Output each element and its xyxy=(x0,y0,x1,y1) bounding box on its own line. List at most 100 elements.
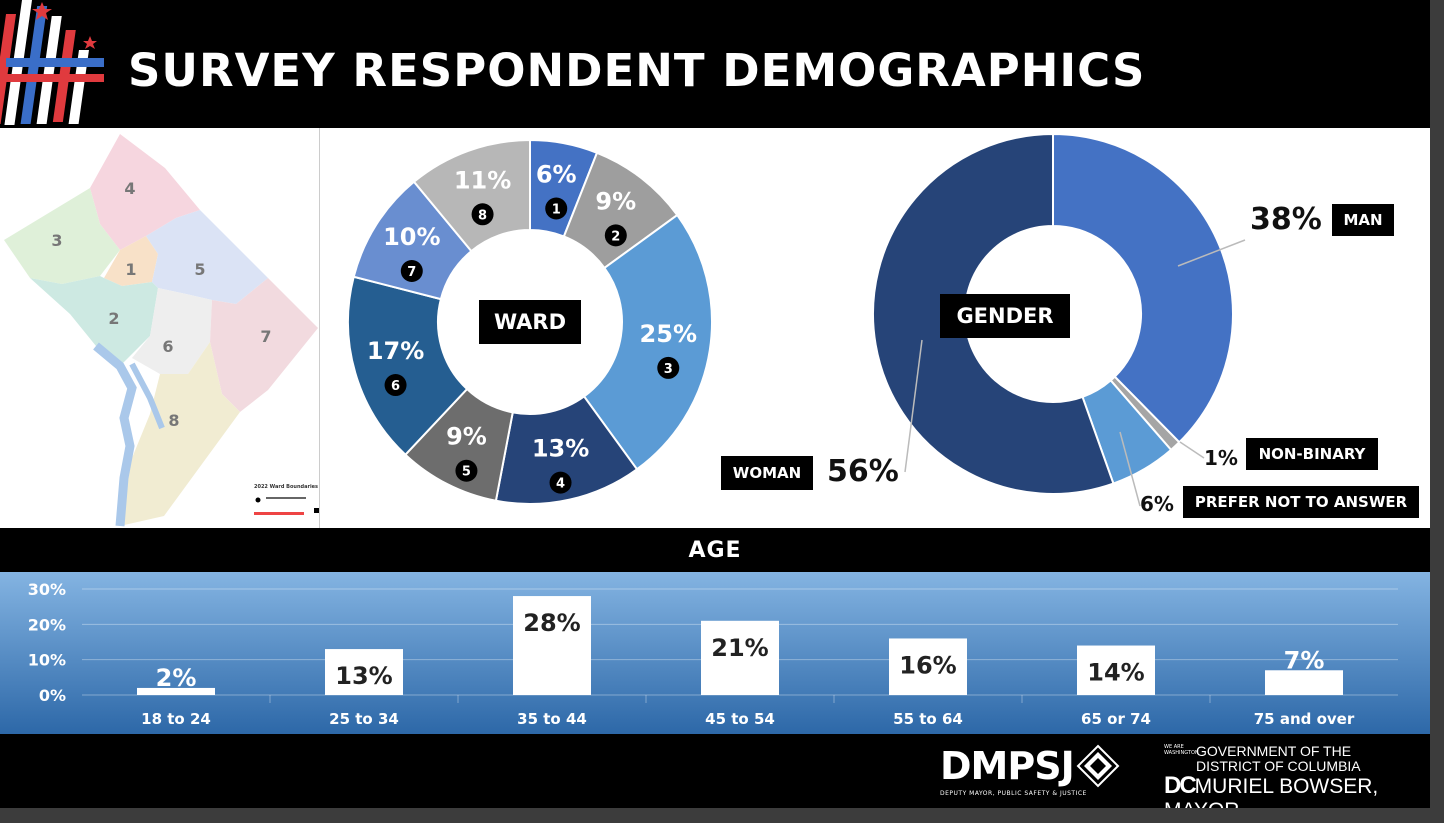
river-branch-icon xyxy=(129,362,165,430)
ward-slice-percent: 13% xyxy=(532,435,589,463)
ward-map-label-7: 7 xyxy=(260,327,271,346)
gov-line-1: GOVERNMENT OF THE xyxy=(1196,743,1352,759)
age-bar-value: 28% xyxy=(523,609,580,637)
age-category-label: 25 to 34 xyxy=(329,710,399,728)
woman-label: WOMAN xyxy=(721,456,813,490)
charts-area: 6% 1 9% 2 25% 3 13% 4 9% 5 17% 6 10% 7 11% 8 WARD GENDE… xyxy=(320,128,1430,528)
dmpsj-logo: DMPSJ DEPUTY MAYOR, PUBLIC SAFETY & JUST… xyxy=(940,744,1120,797)
woman-percent: 56% xyxy=(827,454,899,489)
ward-map-graphic: 4 3 1 5 2 6 7 8 2022 Ward Boundaries xyxy=(4,134,319,527)
ward-slice-8 xyxy=(412,138,531,253)
age-ytick-label: 0% xyxy=(39,686,66,705)
age-category-label: 75 and over xyxy=(1254,710,1355,728)
leader-line xyxy=(904,339,923,473)
gov-line-2: DISTRICT OF COLUMBIA xyxy=(1196,758,1361,774)
gender-slice-woman xyxy=(872,132,1115,495)
age-ytick-label: 10% xyxy=(28,651,66,670)
footer xyxy=(0,734,1430,808)
page-title: SURVEY RESPONDENT DEMOGRAPHICS xyxy=(128,44,1146,97)
age-category-label: 35 to 44 xyxy=(517,710,587,728)
ward-region-8 xyxy=(120,342,240,526)
age-bar-value: 21% xyxy=(711,634,768,662)
age-bar-value: 16% xyxy=(899,651,956,679)
age-category-label: 18 to 24 xyxy=(141,710,211,728)
ward-map: 4 3 1 5 2 6 7 8 2022 Ward Boundaries xyxy=(0,128,320,528)
gender-donut-chart xyxy=(872,132,1246,507)
ward-slice-number: 3 xyxy=(664,362,673,377)
ward-map-label-1: 1 xyxy=(125,260,136,279)
leader-line xyxy=(1119,431,1141,507)
dmpsj-wordmark: DMPSJ xyxy=(940,744,1075,788)
mayor-name: MURIEL BOWSER, MAYOR xyxy=(1164,775,1379,808)
ward-slice-number: 7 xyxy=(407,265,416,280)
ward-slice-number: 2 xyxy=(611,229,620,244)
ward-slice-percent: 11% xyxy=(454,166,511,194)
ward-slice-percent: 6% xyxy=(536,160,577,188)
ward-donut-chart: 6% 1 9% 2 25% 3 13% 4 9% 5 17% 6 10% 7 11% 8 xyxy=(347,138,713,505)
ward-slice-percent: 9% xyxy=(595,187,636,215)
leader-line xyxy=(1179,441,1205,459)
ward-number-badge-icon xyxy=(455,459,478,482)
ward-map-label-6: 6 xyxy=(162,337,173,356)
ward-map-label-4: 4 xyxy=(124,179,135,198)
ward-slice-percent: 10% xyxy=(383,223,440,251)
age-bar-chart: 0% 10% 20% 30% 2% 18 to 24 13% 25 to 34 28% 35 to… xyxy=(28,580,1398,728)
gov-line-3: DCMURIEL BOWSER, MAYOR xyxy=(1164,772,1430,809)
age-bar xyxy=(325,649,403,695)
ward-region-5 xyxy=(146,210,268,304)
ward-slice-number: 4 xyxy=(556,477,565,492)
river-icon xyxy=(93,342,137,527)
age-bar-chart-panel: 0% 10% 20% 30% 2% 18 to 24 13% 25 to 34 28% 35 to… xyxy=(0,572,1430,734)
ward-map-label-2: 2 xyxy=(108,309,119,328)
nonbinary-label: NON-BINARY xyxy=(1246,438,1378,470)
prefer-not-label: PREFER NOT TO ANSWER xyxy=(1183,486,1419,518)
age-section-title: AGE xyxy=(0,528,1430,572)
age-bar xyxy=(701,620,779,695)
ward-slice-number: 6 xyxy=(391,379,400,394)
north-arrow-icon xyxy=(255,497,261,503)
age-bar-value: 7% xyxy=(1284,646,1325,674)
ward-region-7 xyxy=(210,278,318,412)
scale-bar-icon xyxy=(266,497,306,499)
ward-number-badge-icon xyxy=(549,471,572,494)
ward-number-badge-icon xyxy=(471,203,494,226)
age-category-label: 45 to 54 xyxy=(705,710,775,728)
legend-key-icon xyxy=(314,508,319,513)
ward-slice-3 xyxy=(582,213,713,471)
age-bar-value: 2% xyxy=(156,664,197,692)
dc-mark: DC xyxy=(1164,772,1197,799)
prefer-not-percent: 6% xyxy=(1140,492,1174,516)
gender-slice-man xyxy=(1052,132,1234,444)
ward-slice-number: 5 xyxy=(462,465,471,480)
slide: SURVEY RESPONDENT DEMOGRAPHICS 4 3 1 5 2… xyxy=(0,0,1430,808)
ward-slice-6 xyxy=(347,275,469,457)
ward-region-4 xyxy=(90,134,200,250)
ward-number-badge-icon xyxy=(604,224,627,247)
ward-slice-percent: 25% xyxy=(640,320,697,348)
age-bar-value: 13% xyxy=(335,662,392,690)
ward-slice-number: 8 xyxy=(478,208,487,223)
ward-region-2 xyxy=(30,276,158,366)
age-bar xyxy=(137,687,215,695)
we-are-washington-text: WE ARE WASHINGTON xyxy=(1164,744,1199,756)
ward-region-6 xyxy=(132,288,212,374)
map-legend-title: 2022 Ward Boundaries xyxy=(254,484,318,490)
age-ytick-label: 30% xyxy=(28,580,66,599)
age-category-label: 55 to 64 xyxy=(893,710,963,728)
header: SURVEY RESPONDENT DEMOGRAPHICS xyxy=(0,0,1430,128)
ward-slice-percent: 17% xyxy=(367,337,424,365)
age-ytick-label: 20% xyxy=(28,615,66,634)
ward-slice-percent: 9% xyxy=(446,423,487,451)
ward-region-1 xyxy=(104,236,158,286)
man-label: MAN xyxy=(1332,204,1394,236)
ward-number-badge-icon xyxy=(400,259,423,282)
age-bar xyxy=(1077,645,1155,695)
ward-chart-title: WARD xyxy=(479,300,581,344)
age-bar xyxy=(513,596,591,695)
ward-number-badge-icon xyxy=(657,356,680,379)
age-bar-value: 14% xyxy=(1087,659,1144,687)
ward-map-label-8: 8 xyxy=(168,411,179,430)
man-percent: 38% xyxy=(1250,202,1322,237)
age-bar xyxy=(889,638,967,695)
ward-slice-number: 1 xyxy=(552,202,561,217)
